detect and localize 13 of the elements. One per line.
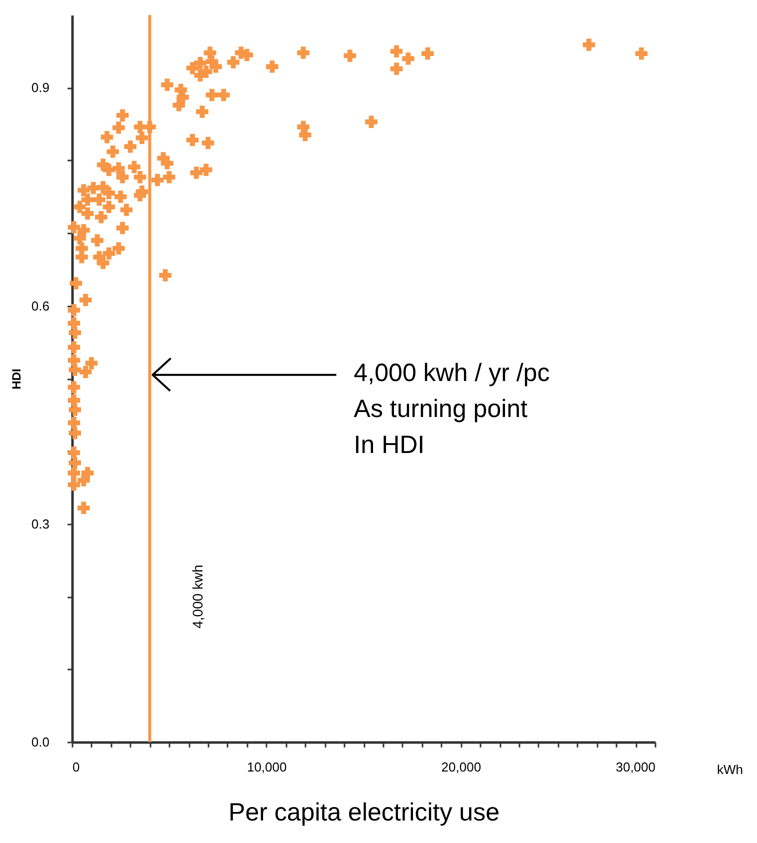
text: kWh: [717, 762, 743, 777]
x-tick-label: 20,000: [441, 760, 482, 774]
y-axis-title: HDI: [9, 368, 24, 390]
y-tick-label: 0.3: [31, 516, 50, 532]
y-tick-label: 0.9: [31, 80, 50, 96]
x-tick-label: 0: [72, 760, 80, 774]
y-tick-label: 0.0: [31, 734, 50, 750]
x-axis-title: Per capita electricity use: [228, 798, 500, 826]
ref-line-label: 4,000 kwh: [190, 564, 206, 629]
x-tick-label: 10,000: [246, 760, 287, 774]
x-tick-label: 30,000: [616, 760, 656, 774]
annotation: 4,000 kwh / yr /pc As turning point In HDI: [354, 358, 550, 459]
y-tick-label: 0.6: [31, 298, 50, 314]
